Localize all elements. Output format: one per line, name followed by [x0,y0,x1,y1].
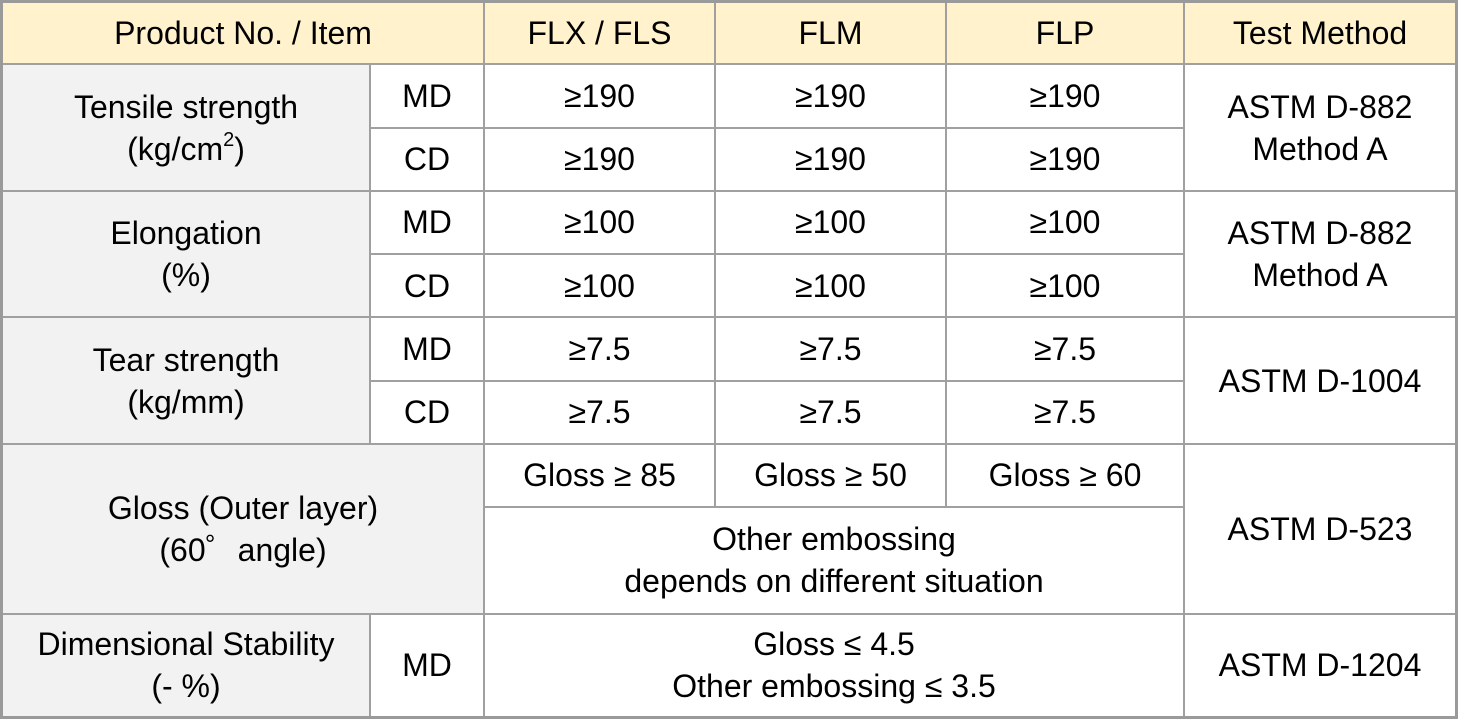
elongation-cd-label: CD [370,253,485,319]
tear-method: ASTM D-1004 [1183,316,1455,445]
tensile-md-flx: ≥190 [483,63,716,129]
tear-cd-label: CD [370,379,485,445]
elongation-label: Elongation (%) [3,189,371,319]
header-flp: FLP [945,3,1185,66]
tear-cd-flx: ≥7.5 [483,379,716,445]
tensile-cd-label: CD [370,126,485,192]
header-test-method: Test Method [1183,3,1455,66]
spec-table: Product No. / Item FLX / FLS FLM FLP Tes… [3,3,1455,716]
dimensional-value: Gloss ≤ 4.5 Other embossing ≤ 3.5 [483,612,1185,716]
elongation-cd-flx: ≥100 [483,253,716,319]
dimensional-md-label: MD [369,612,485,716]
dimensional-label: Dimensional Stability (- %) [3,612,371,716]
elongation-md-flp: ≥100 [945,189,1185,256]
elongation-md-flx: ≥100 [483,189,716,256]
tear-cd-flp: ≥7.5 [945,379,1184,445]
tear-label: Tear strength (kg/mm) [3,316,371,445]
header-flx-fls: FLX / FLS [483,3,716,66]
tensile-cd-flp: ≥190 [945,126,1184,192]
elongation-cd-flm: ≥100 [714,253,947,319]
tensile-md-row: Tensile strength (kg/cm2) MD ≥190 ≥190 ≥… [3,63,1455,192]
tensile-md-flp: ≥190 [945,63,1185,129]
header-flm: FLM [714,3,947,66]
tensile-label: Tensile strength (kg/cm2) [3,63,371,192]
gloss-note: Other embossing depends on different sit… [484,506,1184,615]
elongation-md-flm: ≥100 [714,189,947,256]
tear-md-label: MD [369,316,485,382]
tensile-cd-flm: ≥190 [714,126,947,192]
gloss-flm: Gloss ≥ 50 [714,442,947,509]
elongation-md-label: MD [369,189,485,256]
tear-cd-flm: ≥7.5 [714,379,947,445]
gloss-note-row: Other embossing depends on different sit… [3,506,1455,615]
elongation-cd-row: CD ≥100 ≥100 ≥100 [3,253,1455,319]
tensile-md-label: MD [369,63,485,129]
gloss-label: Gloss (Outer layer) (60゜angle) [3,442,485,615]
elongation-method: ASTM D-882 Method A [1183,189,1455,319]
tear-md-flp: ≥7.5 [945,316,1185,382]
tear-md-row: Tear strength (kg/mm) MD ≥7.5 ≥7.5 ≥7.5 … [3,316,1455,445]
elongation-cd-flp: ≥100 [945,253,1184,319]
tensile-md-flm: ≥190 [714,63,947,129]
tensile-method: ASTM D-882 Method A [1183,63,1455,192]
gloss-flx: Gloss ≥ 85 [483,442,716,509]
gloss-flp: Gloss ≥ 60 [945,442,1185,509]
header-item: Product No. / Item [3,3,485,66]
dimensional-row: Dimensional Stability (- %) MD Gloss ≤ 4… [3,612,1455,716]
dimensional-method: ASTM D-1204 [1183,612,1455,716]
elongation-md-row: Elongation (%) MD ≥100 ≥100 ≥100 ASTM D-… [3,189,1455,319]
tear-cd-row: CD ≥7.5 ≥7.5 ≥7.5 [3,379,1455,445]
tensile-cd-row: CD ≥190 ≥190 ≥190 [3,126,1455,192]
gloss-method: ASTM D-523 [1183,442,1455,615]
tensile-cd-flx: ≥190 [483,126,716,192]
tear-md-flm: ≥7.5 [714,316,947,382]
tear-md-flx: ≥7.5 [483,316,716,382]
gloss-values-row: Gloss (Outer layer) (60゜angle) Gloss ≥ 8… [3,442,1455,615]
header-row: Product No. / Item FLX / FLS FLM FLP Tes… [3,3,1455,66]
